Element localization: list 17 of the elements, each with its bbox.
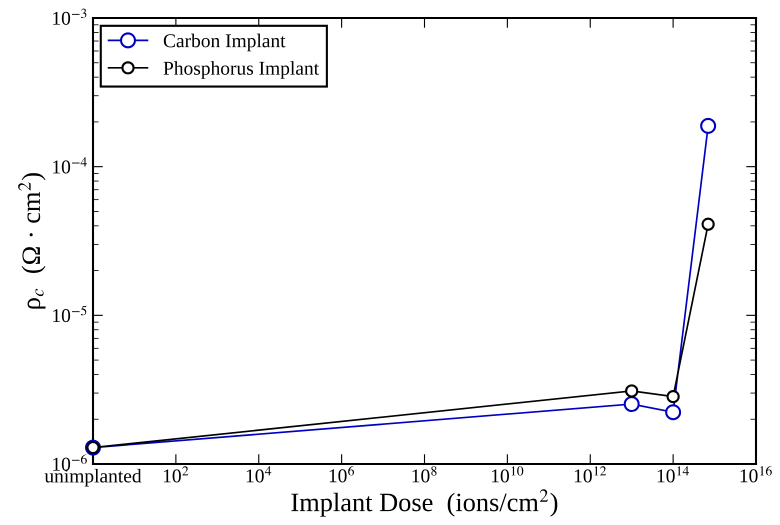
x-tick-label: 10$^{10}$: [492, 466, 524, 482]
x-tick-label: 10$^{4}$: [246, 466, 272, 482]
x-tick-label: 10$^{14}$: [658, 466, 689, 482]
legend-label: Carbon Implant: [164, 34, 286, 52]
x-axis-title: Implant Dose (ions/cm$^{2}$): [291, 489, 558, 517]
x-tick-label: 10$^{8}$: [412, 466, 437, 482]
y-axis-title: ρ$_{c}$ (Ω · cm$^{2}$): [18, 173, 46, 309]
y-tick-label: 10$^{−4}$: [53, 157, 87, 174]
x-tick-label: 10$^{12}$: [574, 466, 606, 482]
y-tick-label: 10$^{−3}$: [53, 8, 86, 25]
legend-label: Phosphorus Implant: [164, 61, 319, 79]
x-tick-label: 10$^{6}$: [330, 466, 354, 482]
x-tick-label: unimplanted: [44, 468, 142, 486]
y-tick-label: 10$^{−5}$: [53, 306, 86, 322]
y-tick-label: 10$^{−6}$: [53, 454, 87, 471]
x-tick-label: 10$^{16}$: [740, 466, 772, 482]
x-tick-label: 10$^{2}$: [164, 466, 188, 482]
